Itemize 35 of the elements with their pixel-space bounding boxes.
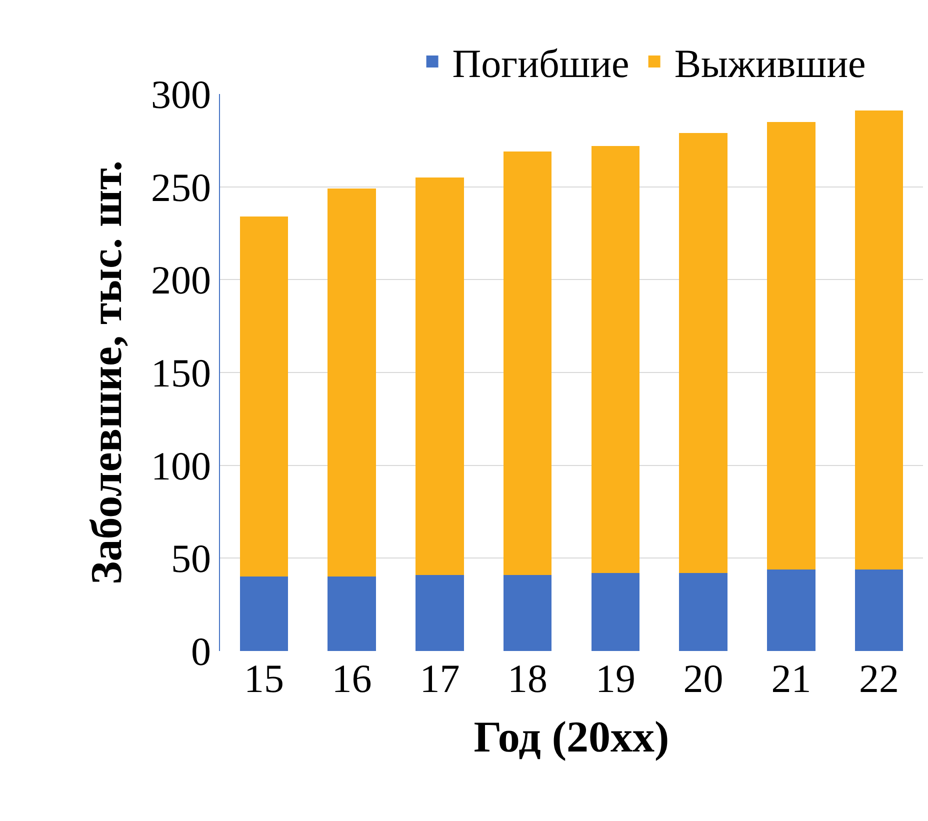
bar xyxy=(240,576,288,651)
bar xyxy=(679,132,728,574)
y-tick-label: 150 xyxy=(151,350,211,396)
bar xyxy=(416,574,464,651)
bar xyxy=(854,110,904,570)
y-tick-label: 200 xyxy=(151,258,211,303)
y-tick-label: 0 xyxy=(191,629,211,674)
bar xyxy=(591,573,640,651)
legend-label: Выжившие xyxy=(674,41,866,86)
bar xyxy=(767,569,816,651)
x-axis-title: Год (20xx) xyxy=(474,712,670,762)
bar xyxy=(503,152,552,575)
x-tick-label: 21 xyxy=(771,656,812,701)
x-tick-label: 17 xyxy=(420,656,460,701)
y-tick-label: 100 xyxy=(151,443,211,488)
x-tick-label: 18 xyxy=(508,656,548,701)
x-tick-label: 20 xyxy=(683,656,724,701)
bar xyxy=(854,569,904,651)
y-tick-label: 250 xyxy=(151,164,211,210)
bar xyxy=(328,576,376,651)
bar xyxy=(240,216,288,577)
legend-label: Погибшие xyxy=(452,41,630,86)
x-tick-label: 15 xyxy=(244,656,284,701)
bar xyxy=(767,122,816,570)
bar xyxy=(591,146,640,574)
x-tick-label: 16 xyxy=(332,656,372,701)
y-tick-label: 50 xyxy=(171,536,211,582)
bar xyxy=(503,574,552,651)
bar xyxy=(416,178,464,575)
bar xyxy=(328,188,376,577)
x-tick-label: 19 xyxy=(595,656,636,701)
y-tick-label: 300 xyxy=(151,72,211,117)
y-axis-title: Заболевшие, тыс. шт. xyxy=(82,160,132,585)
x-tick-label: 22 xyxy=(859,656,900,701)
bar xyxy=(679,573,728,651)
